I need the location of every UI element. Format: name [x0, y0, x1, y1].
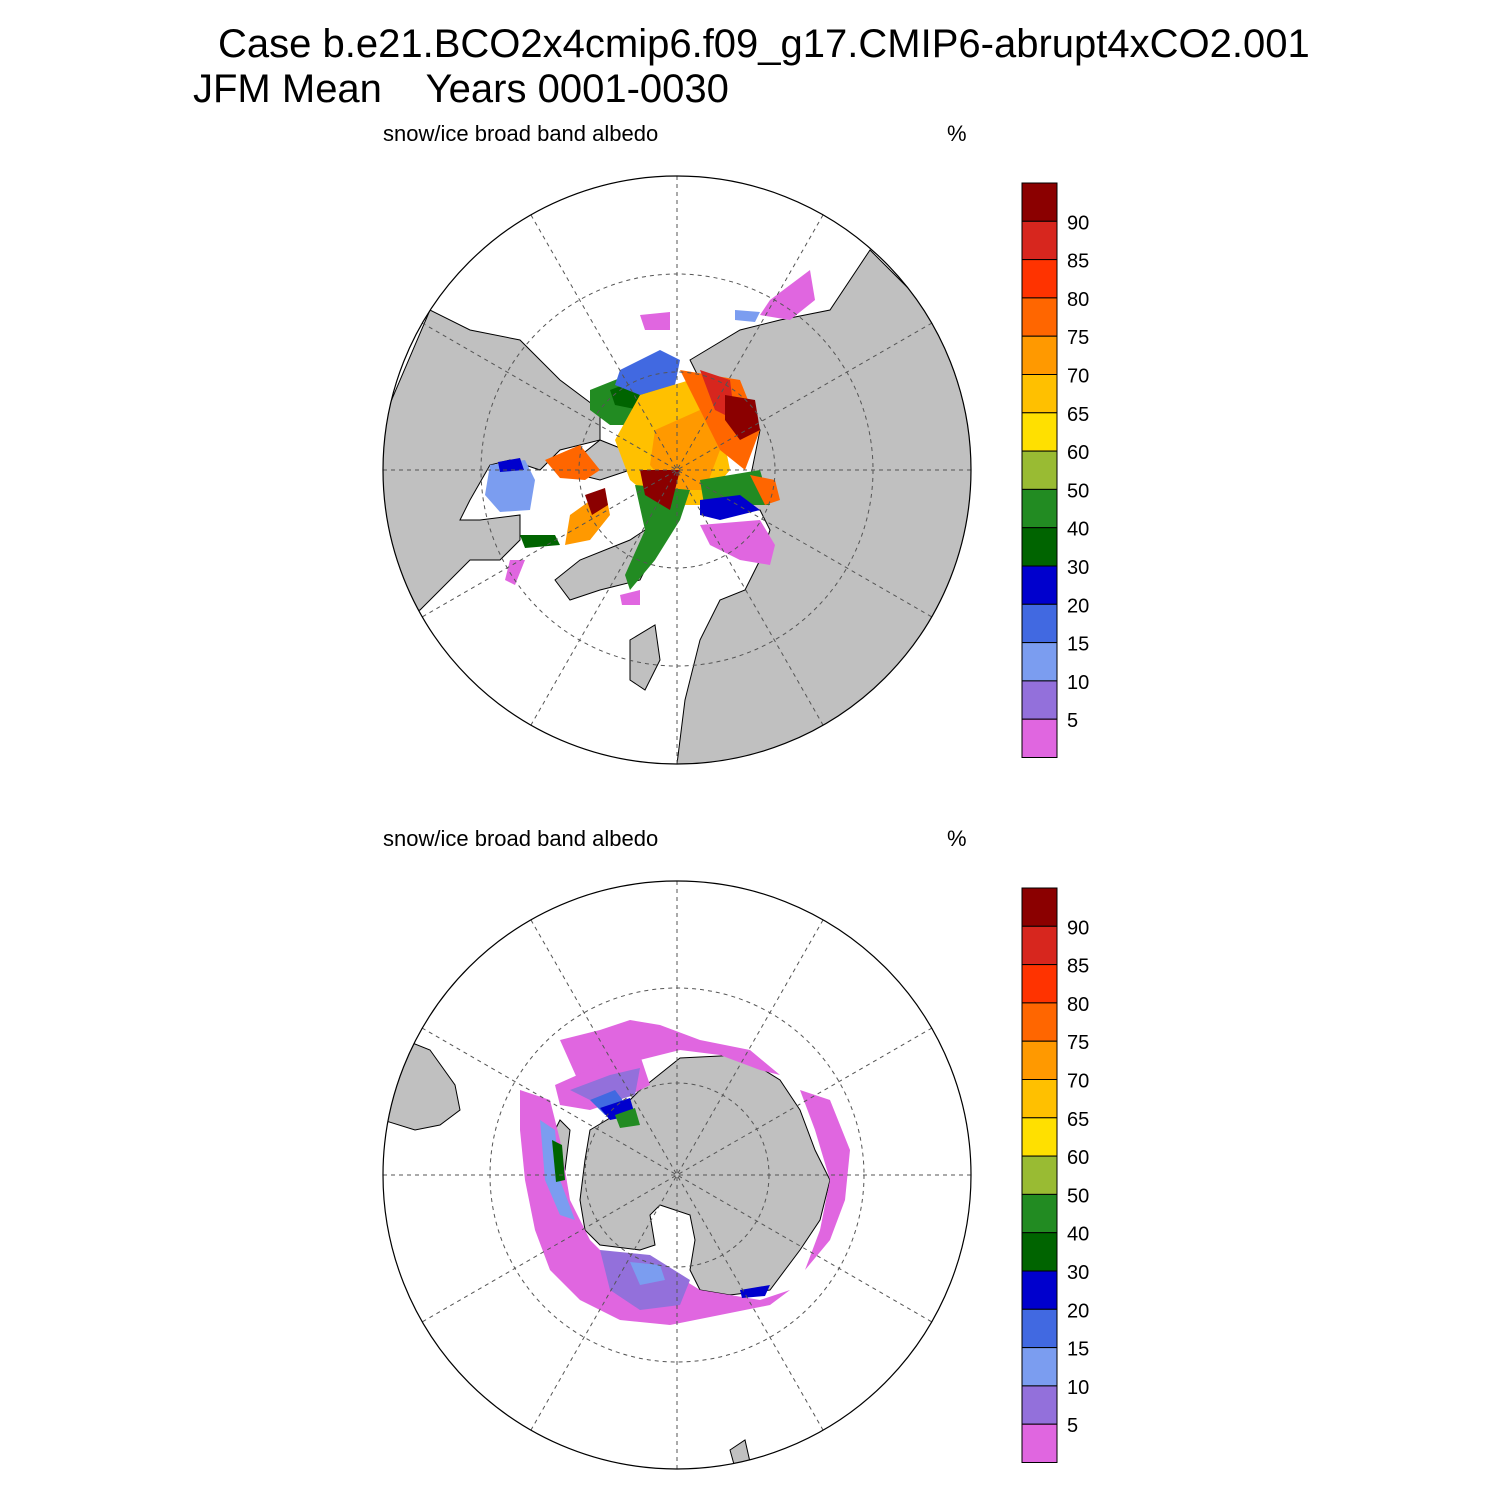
panel-2-colorbar-swatch [1021, 1079, 1058, 1119]
panel-1-field-label: snow/ice broad band albedo [383, 121, 659, 146]
panel-1-colorbar-tick-label: 50 [1067, 480, 1089, 502]
south-map-border [382, 880, 972, 1470]
north-graticule [383, 176, 971, 764]
panel-2-colorbar-tick-label: 70 [1067, 1071, 1089, 1093]
panel-1-colorbar-tick-label: 70 [1067, 366, 1089, 388]
panel-1-colorbar-swatch [1021, 527, 1058, 567]
panel-2-colorbar-tick-label: 80 [1067, 994, 1089, 1016]
panel-2-colorbar-tick-label: 20 [1067, 1300, 1089, 1322]
panel-2-colorbar-swatch [1021, 1155, 1058, 1195]
south-graticule [383, 881, 971, 1469]
panel-2-colorbar-swatch [1021, 1385, 1058, 1425]
panel-1-colorbar-tick-label: 5 [1067, 710, 1078, 732]
panel-1-colorbar-swatch [1021, 680, 1058, 720]
panel-2-colorbar-tick-label: 15 [1067, 1339, 1089, 1361]
panel-2-colorbar-swatch [1021, 964, 1058, 1004]
panel-2-colorbar-swatch [1021, 1308, 1058, 1349]
panel-2-colorbar-swatch [1021, 1002, 1058, 1042]
panel-2-colorbar-tick-label: 50 [1067, 1185, 1089, 1207]
panel-1-colorbar-tick-label: 40 [1067, 519, 1089, 541]
plot-title-case: Case b.e21.BCO2x4cmip6.f09_g17.CMIP6-abr… [218, 22, 1310, 66]
panel-2-field-label: snow/ice broad band albedo [383, 826, 659, 851]
south-polar-map [382, 880, 972, 1470]
panel-1-colorbar-tick-label: 10 [1067, 672, 1089, 694]
panel-1-colorbar-swatch [1021, 488, 1058, 529]
panel-1-colorbar: 90 85 80 75 70 65 60 50 40 30 20 15 10 5 [1021, 182, 1089, 759]
panel-2-colorbar-swatch [1021, 1347, 1058, 1387]
panel-2-units: % [947, 826, 967, 851]
panel-1-colorbar-swatch [1021, 565, 1058, 605]
panel-2-colorbar-swatch [1021, 925, 1058, 966]
panel-2-colorbar-swatch [1021, 887, 1058, 927]
panel-1-colorbar-swatch [1021, 642, 1058, 682]
panel-1-colorbar-swatch [1021, 297, 1058, 337]
panel-1-colorbar-tick-label: 20 [1067, 595, 1089, 617]
panel-1-colorbar-tick-label: 80 [1067, 289, 1089, 311]
panel-2-colorbar-tick-label: 40 [1067, 1224, 1089, 1246]
panel-2-colorbar-swatch [1021, 1040, 1058, 1080]
panel-1-colorbar-tick-label: 85 [1067, 251, 1089, 273]
north-land [383, 249, 971, 764]
panel-2-colorbar-swatch [1021, 1270, 1058, 1310]
south-sea-ice-albedo [520, 1020, 850, 1325]
panel-1-colorbar-swatch [1021, 220, 1058, 261]
panel-1-colorbar-tick-label: 90 [1067, 212, 1089, 234]
panel-1-colorbar-swatch [1021, 450, 1058, 490]
panel-1-colorbar-swatch [1021, 259, 1058, 299]
panel-1-colorbar-swatch [1021, 374, 1058, 414]
panel-1-colorbar-swatch [1021, 335, 1058, 376]
panel-1-colorbar-tick-label: 75 [1067, 327, 1089, 349]
panel-2-colorbar-tick-label: 60 [1067, 1147, 1089, 1169]
panel-2-colorbar: 90 85 80 75 70 65 60 50 40 30 20 15 10 5 [1021, 887, 1089, 1463]
panel-2-colorbar-tick-label: 90 [1067, 917, 1089, 939]
panel-1-colorbar-tick-label: 60 [1067, 442, 1089, 464]
panel-2-colorbar-tick-label: 75 [1067, 1032, 1089, 1054]
north-map-border [382, 175, 972, 765]
panel-1-colorbar-tick-label: 15 [1067, 634, 1089, 656]
panel-1-colorbar-swatch [1021, 603, 1058, 644]
panel-2-colorbar-swatch [1021, 1232, 1058, 1272]
panel-2-colorbar-swatch [1021, 1423, 1058, 1463]
panel-2-colorbar-tick-label: 5 [1067, 1415, 1078, 1437]
panel-2-colorbar-swatch [1021, 1193, 1058, 1234]
plot-title-period: JFM Mean Years 0001-0030 [193, 67, 729, 111]
panel-2-colorbar-tick-label: 65 [1067, 1109, 1089, 1131]
panel-2-colorbar-tick-label: 10 [1067, 1377, 1089, 1399]
panel-1-colorbar-tick-label: 30 [1067, 557, 1089, 579]
panel-2-colorbar-tick-label: 85 [1067, 956, 1089, 978]
panel-1-colorbar-tick-label: 65 [1067, 404, 1089, 426]
panel-1-units: % [947, 121, 967, 146]
panel-1-colorbar-swatch [1021, 718, 1058, 759]
panel-2-colorbar-swatch [1021, 1117, 1058, 1157]
panel-1-colorbar-swatch [1021, 412, 1058, 452]
panel-1-colorbar-swatch [1021, 182, 1058, 222]
north-polar-map [382, 175, 972, 765]
panel-2-colorbar-tick-label: 30 [1067, 1262, 1089, 1284]
